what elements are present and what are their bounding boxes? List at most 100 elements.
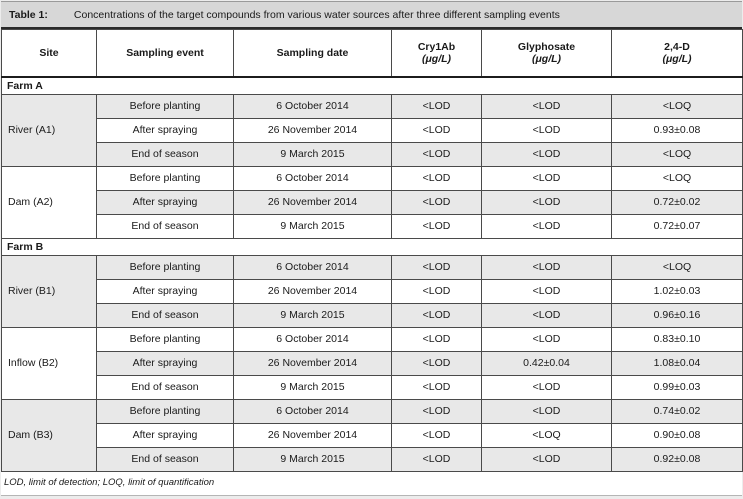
glyphosate-cell: <LOD — [481, 374, 612, 400]
event-cell: Before planting — [96, 326, 234, 352]
table-row: After spraying 26 November 2014 <LOD <LOQ 0.… — [2, 422, 743, 448]
table-row: End of season 9 March 2015 <LOD <LOD <LOQ — [2, 141, 743, 167]
cry1ab-cell: <LOD — [391, 93, 482, 119]
column-header-sampling-event: Sampling event — [96, 29, 234, 78]
date-cell: 6 October 2014 — [233, 165, 392, 191]
site-cell: Dam (A2) — [1, 165, 97, 239]
table-row: After spraying 26 November 2014 <LOD <LOD 0.… — [2, 117, 743, 143]
glyphosate-cell: <LOQ — [481, 422, 612, 448]
cry1ab-cell: <LOD — [391, 141, 482, 167]
section-row: Farm B — [1, 237, 743, 256]
cry1ab-cell: <LOD — [391, 446, 482, 472]
2-4-d-cell: <LOQ — [611, 93, 743, 119]
date-cell: 9 March 2015 — [233, 213, 392, 239]
date-cell: 6 October 2014 — [233, 254, 392, 280]
table-row: After spraying 26 November 2014 <LOD <LOD 0.… — [2, 189, 743, 215]
date-cell: 26 November 2014 — [233, 422, 392, 448]
cry1ab-cell: <LOD — [391, 374, 482, 400]
header-row: Site Sampling event Sampling date Cry1Ab (μg… — [1, 29, 743, 78]
event-cell: Before planting — [96, 254, 234, 280]
table-row: After spraying 26 November 2014 <LOD 0.42±0… — [2, 350, 743, 376]
cry1ab-cell: <LOD — [391, 189, 482, 215]
glyphosate-cell: <LOD — [481, 302, 612, 328]
2-4-d-cell: 0.72±0.02 — [611, 189, 743, 215]
cry1ab-cell: <LOD — [391, 165, 482, 191]
site-cell: River (A1) — [1, 93, 97, 167]
table-head: Site Sampling event Sampling date Cry1Ab (μg… — [1, 29, 743, 78]
glyphosate-cell: <LOD — [481, 254, 612, 280]
event-cell: Before planting — [96, 165, 234, 191]
cry1ab-cell: <LOD — [391, 278, 482, 304]
date-cell: 6 October 2014 — [233, 93, 392, 119]
table-row: End of season 9 March 2015 <LOD <LOD 0.96±0.… — [2, 302, 743, 328]
glyphosate-cell: <LOD — [481, 398, 612, 424]
date-cell: 9 March 2015 — [233, 141, 392, 167]
date-cell: 26 November 2014 — [233, 278, 392, 304]
column-label: Sampling event — [126, 46, 204, 59]
glyphosate-cell: <LOD — [481, 189, 612, 215]
glyphosate-cell: <LOD — [481, 213, 612, 239]
table-row: End of season 9 March 2015 <LOD <LOD 0.92±0.… — [2, 446, 743, 472]
column-header-sampling-date: Sampling date — [233, 29, 392, 78]
event-cell: After spraying — [96, 422, 234, 448]
2-4-d-cell: 0.92±0.08 — [611, 446, 743, 472]
glyphosate-cell: <LOD — [481, 93, 612, 119]
column-label: Glyphosate — [517, 40, 576, 53]
cry1ab-cell: <LOD — [391, 326, 482, 352]
glyphosate-cell: <LOD — [481, 446, 612, 472]
event-cell: End of season — [96, 213, 234, 239]
2-4-d-cell: 0.83±0.10 — [611, 326, 743, 352]
column-label: Site — [39, 46, 59, 59]
column-label: Sampling date — [276, 46, 349, 59]
2-4-d-cell: 0.90±0.08 — [611, 422, 743, 448]
2-4-d-cell: 0.74±0.02 — [611, 398, 743, 424]
site-cell: Dam (B3) — [1, 398, 97, 472]
column-label: 2,4-D — [664, 40, 690, 53]
date-cell: 9 March 2015 — [233, 302, 392, 328]
glyphosate-cell: <LOD — [481, 117, 612, 143]
cry1ab-cell: <LOD — [391, 254, 482, 280]
date-cell: 26 November 2014 — [233, 189, 392, 215]
section-row: Farm A — [1, 76, 743, 95]
table-body: Farm A River (A1) Before planting 6 October… — [1, 76, 743, 472]
event-cell: End of season — [96, 302, 234, 328]
table-row: After spraying 26 November 2014 <LOD <LOD 1.… — [2, 278, 743, 304]
section-title: Farm A — [1, 76, 743, 95]
table-row: Dam (B3) Before planting 6 October 2014 <LO… — [1, 398, 743, 472]
2-4-d-cell: 1.08±0.04 — [611, 350, 743, 376]
event-cell: After spraying — [96, 278, 234, 304]
cry1ab-cell: <LOD — [391, 350, 482, 376]
site-cell: Inflow (B2) — [1, 326, 97, 400]
column-unit: (μg/L) — [531, 52, 562, 65]
cry1ab-cell: <LOD — [391, 422, 482, 448]
glyphosate-cell: <LOD — [481, 165, 612, 191]
table-row: End of season 9 March 2015 <LOD <LOD 0.99±0.… — [2, 374, 743, 400]
site-cell: River (B1) — [1, 254, 97, 328]
2-4-d-cell: 0.72±0.07 — [611, 213, 743, 239]
date-cell: 26 November 2014 — [233, 350, 392, 376]
glyphosate-cell: <LOD — [481, 326, 612, 352]
event-cell: After spraying — [96, 117, 234, 143]
table-row: End of season 9 March 2015 <LOD <LOD 0.72±0.… — [2, 213, 743, 239]
2-4-d-cell: <LOQ — [611, 254, 743, 280]
table-title-bar: Table 1: Concentrations of the target co… — [1, 1, 742, 29]
date-cell: 9 March 2015 — [233, 446, 392, 472]
event-cell: End of season — [96, 374, 234, 400]
2-4-d-cell: <LOQ — [611, 165, 743, 191]
table-row: River (A1) Before planting 6 October 2014 <… — [1, 93, 743, 167]
table-row: Inflow (B2) Before planting 6 October 2014… — [1, 326, 743, 400]
column-header-site: Site — [1, 29, 97, 78]
2-4-d-cell: 0.99±0.03 — [611, 374, 743, 400]
date-cell: 9 March 2015 — [233, 374, 392, 400]
2-4-d-cell: 0.93±0.08 — [611, 117, 743, 143]
date-cell: 6 October 2014 — [233, 326, 392, 352]
event-cell: After spraying — [96, 189, 234, 215]
event-cell: End of season — [96, 446, 234, 472]
column-header-2-4-d: 2,4-D (μg/L) — [611, 29, 743, 78]
column-unit: (μg/L) — [421, 52, 452, 65]
column-label: Cry1Ab — [417, 40, 456, 53]
concentrations-table: Site Sampling event Sampling date Cry1Ab (μg… — [1, 29, 743, 472]
event-cell: End of season — [96, 141, 234, 167]
cry1ab-cell: <LOD — [391, 213, 482, 239]
